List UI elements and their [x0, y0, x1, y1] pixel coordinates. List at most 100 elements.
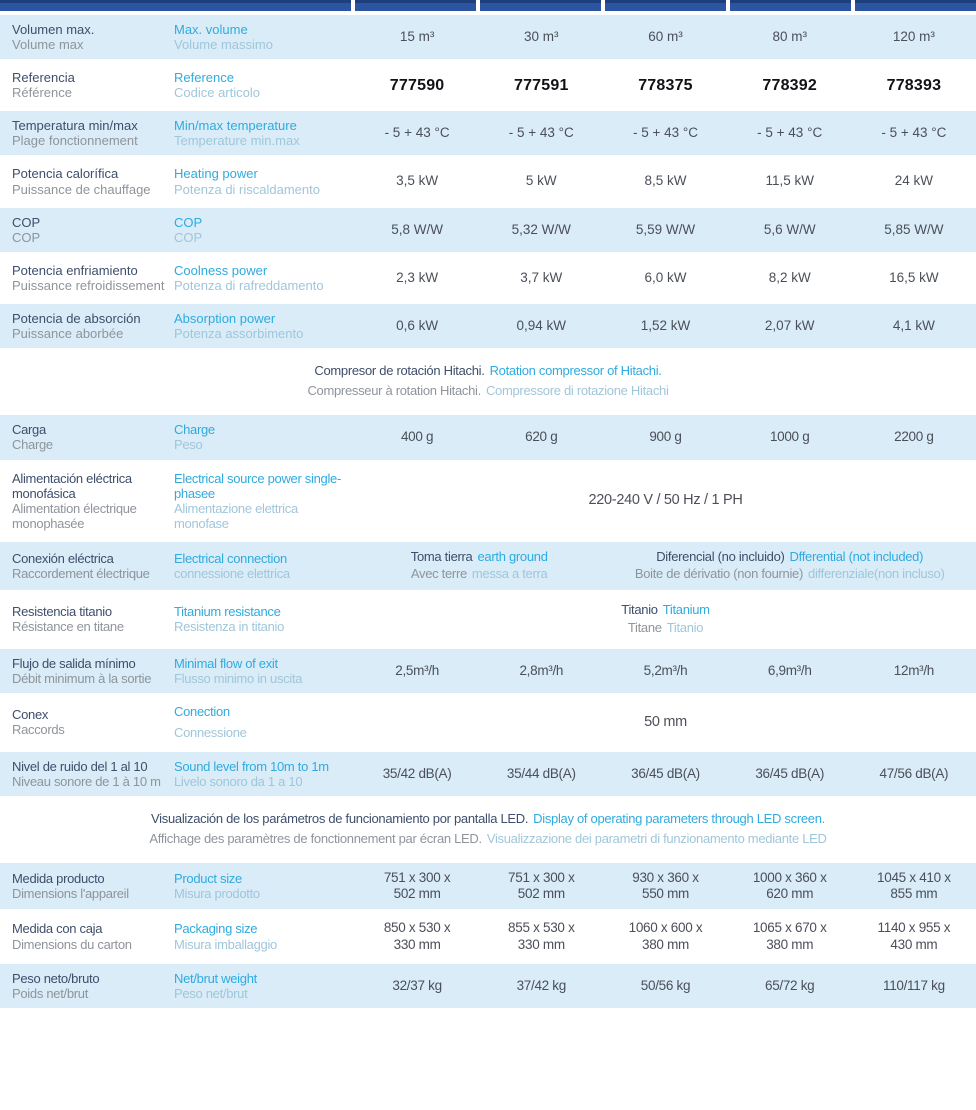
- label-it: Potenza di riscaldamento: [174, 181, 320, 197]
- header-bar-segment-col5: [855, 0, 976, 11]
- label-es: Referencia: [12, 70, 75, 86]
- note-line-1: Visualización de los parámetros de funci…: [0, 809, 976, 829]
- earth-ground-line-2: Avec terre messa a terra: [355, 566, 603, 583]
- label-es: Conex: [12, 707, 49, 723]
- label-cell-translated: Conection Connessione: [172, 704, 355, 740]
- value-cell: 5,59 W/W: [635, 221, 696, 237]
- row-temperature: Temperatura min/max Plage fonctionnement…: [0, 111, 976, 156]
- label-cell-translated: Electrical connection connessione elettr…: [172, 551, 355, 581]
- label-es: Carga: [12, 422, 46, 438]
- label-it: Livelo sonoro da 1 a 10: [174, 773, 303, 789]
- label-cell-translated: Net/brut weight Peso net/brut: [172, 971, 355, 1001]
- label-en: Charge: [174, 422, 215, 438]
- label-en: Min/max temperature: [174, 118, 297, 134]
- row-absorption-power: Potencia de absorción Puissance aborbée …: [0, 303, 976, 349]
- label-en: Conection: [174, 704, 230, 720]
- value-cell: 5,85 W/W: [884, 221, 944, 237]
- label-fr: Raccords: [12, 722, 65, 738]
- value-cell: 751 x 300 x 502 mm: [383, 869, 451, 902]
- label-fr: Charge: [12, 437, 53, 453]
- value-cell: 2,8m³/h: [519, 663, 564, 679]
- label-fr: Niveau sonore de 1 à 10 m: [12, 773, 161, 789]
- differential-it: differenziale(non incluso): [808, 565, 945, 581]
- reference-number: 778392: [762, 76, 817, 94]
- label-fr: Débit minimum à la sortie: [12, 671, 152, 687]
- value-cell: 60 m³: [648, 28, 683, 44]
- earth-ground-cell: Toma tierra earth ground Avec terre messa …: [355, 549, 603, 583]
- label-fr: Plage fonctionnement: [12, 133, 138, 149]
- label-cell-translated: Sound level from 10m to 1m Livelo sonoro…: [172, 759, 355, 789]
- label-cell-translated: Absorption power Potenza assorbimento: [172, 311, 355, 341]
- label-es: COP: [12, 214, 41, 230]
- label-en: Net/brut weight: [174, 970, 257, 986]
- label-fr: Référence: [12, 85, 72, 101]
- label-es: Resistencia titanio: [12, 604, 112, 620]
- earth-ground-it: messa a terra: [471, 565, 548, 581]
- value-cell: - 5 + 43 °C: [384, 125, 450, 141]
- value-cell: 15 m³: [399, 28, 435, 44]
- label-it: Alimentazione elettrica monofase: [174, 500, 298, 531]
- reference-number: 777590: [389, 76, 445, 94]
- label-it: Potenza assorbimento: [174, 326, 304, 342]
- value-cell: 37/42 kg: [516, 977, 567, 993]
- value-cell: 3,5 kW: [396, 173, 439, 189]
- reference-number: 778393: [886, 76, 942, 94]
- label-it: Peso: [174, 437, 203, 453]
- fitting-value: 50 mm: [644, 713, 687, 730]
- titanium-es: Titanio: [621, 601, 658, 617]
- value-cell: 930 x 360 x 550 mm: [632, 869, 699, 902]
- note-es: Compresor de rotación Hitachi.: [314, 363, 485, 379]
- label-cell-translated: Heating power Potenza di riscaldamento: [172, 166, 355, 196]
- titanium-it: Titanio: [666, 620, 704, 636]
- table-header-bar: [0, 0, 976, 11]
- value-cell: 12m³/h: [893, 663, 935, 679]
- note-en: Rotation compressor of Hitachi.: [489, 363, 662, 379]
- value-cell: 2,5m³/h: [395, 663, 439, 679]
- value-cell: 0,94 kW: [516, 317, 567, 333]
- value-cell: 900 g: [649, 429, 682, 445]
- value-cell: 36/45 dB(A): [755, 765, 825, 781]
- header-bar-segment-col3: [605, 0, 726, 11]
- value-cell: 2200 g: [894, 429, 934, 445]
- label-en: Electrical source power single-phasee: [174, 470, 341, 501]
- value-cell: 35/44 dB(A): [506, 765, 576, 781]
- note-fr: Compresseur à rotation Hitachi.: [307, 383, 481, 399]
- label-cell-translated: Charge Peso: [172, 422, 355, 452]
- label-cell: Conexión eléctrica Raccordement électriq…: [0, 551, 172, 581]
- differential-es: Diferencial (no incluido): [656, 549, 785, 565]
- label-fr: Puissance de chauffage: [12, 181, 151, 197]
- label-fr: Dimensions du carton: [12, 936, 132, 952]
- label-fr: Raccordement électrique: [12, 565, 150, 581]
- label-cell: Resistencia titanio Résistance en titane: [0, 604, 172, 634]
- label-es: Potencia de absorción: [12, 310, 141, 326]
- row-minimal-flow: Flujo de salida mínimo Débit minimum à l…: [0, 649, 976, 694]
- label-cell-translated: COP COP: [172, 215, 355, 245]
- value-cell: 24 kW: [894, 173, 934, 189]
- label-cell-translated: Electrical source power single-phasee Al…: [172, 471, 355, 531]
- value-cell: 8,5 kW: [644, 173, 687, 189]
- row-sound-level: Nivel de ruido del 1 al 10 Niveau sonore…: [0, 751, 976, 796]
- value-cell: 1065 x 670 x 380 mm: [752, 920, 827, 952]
- earth-ground-es: Toma tierra: [410, 548, 473, 564]
- label-it: Resistenza in titanio: [174, 619, 285, 635]
- label-fr: Alimentation électrique monophasée: [12, 500, 137, 531]
- label-es: Flujo de salida mínimo: [12, 656, 136, 672]
- value-cell: - 5 + 43 °C: [632, 125, 699, 141]
- value-cell: 4,1 kW: [892, 317, 935, 333]
- row-cop: COP COP COP COP 5,8 W/W 5,32 W/W 5,59 W/…: [0, 207, 976, 252]
- label-cell-translated: Coolness power Potenza di rafreddamento: [172, 263, 355, 293]
- label-fr: Dimensions l'appareil: [12, 886, 129, 902]
- label-it: connessione elettrica: [174, 565, 290, 581]
- label-fr: Résistance en titane: [12, 619, 124, 635]
- row-net-gross-weight: Peso neto/bruto Poids net/brut Net/brut …: [0, 963, 976, 1008]
- label-en: Reference: [174, 70, 234, 86]
- note-en: Display of operating parameters through …: [533, 810, 825, 826]
- value-cell: 5 kW: [525, 173, 557, 189]
- value-cell: 1000 x 360 x 620 mm: [752, 869, 827, 902]
- label-cell: Potencia calorífica Puissance de chauffa…: [0, 166, 172, 196]
- label-cell: Medida producto Dimensions l'appareil: [0, 871, 172, 901]
- label-cell: Flujo de salida mínimo Débit minimum à l…: [0, 656, 172, 686]
- label-cell-translated: Reference Codice articolo: [172, 70, 355, 100]
- label-cell: Alimentación eléctrica monofásica Alimen…: [0, 471, 172, 531]
- value-cell: - 5 + 43 °C: [508, 125, 574, 141]
